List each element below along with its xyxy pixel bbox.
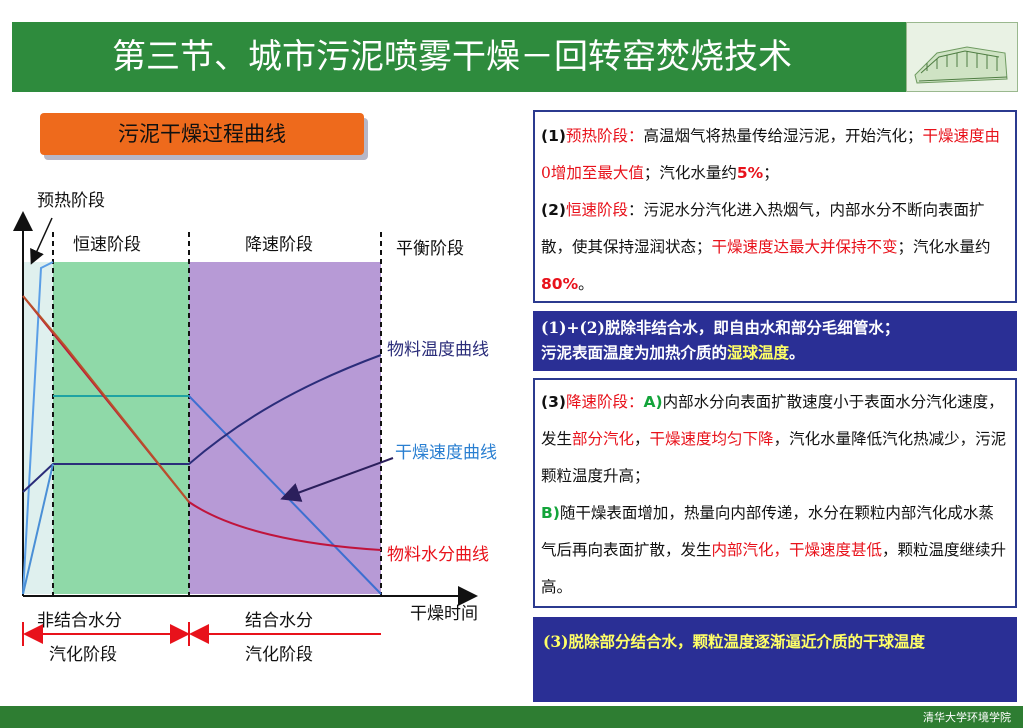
stage-3-a-tag: A): [643, 393, 663, 411]
section-pill: 污泥干燥过程曲线: [40, 113, 364, 155]
preheat-label: 预热阶段: [37, 191, 105, 211]
stage-3-number: (3): [541, 393, 566, 411]
temperature-curve: [22, 354, 382, 493]
stage-2-percent: 80%: [541, 275, 579, 293]
drying-curve-diagram: 预热阶段 恒速阶段 降速阶段 平衡阶段 物料温度曲线 干燥速度曲线 物料水分曲线…: [12, 191, 497, 665]
constant-rate-zone: [53, 262, 189, 594]
temperature-preheat-segment: [22, 463, 54, 595]
stage-1-text-b: ；汽化水量约: [643, 164, 737, 182]
nonbound-stage-label: 汽化阶段: [49, 645, 117, 665]
stage-3-b-tag: B): [541, 504, 560, 522]
moisture-curve-label: 物料水分曲线: [387, 545, 489, 565]
rate-pointer-arrow: [280, 457, 394, 502]
bound-water-label: 结合水分: [245, 611, 313, 631]
preheat-pointer-arrow: [30, 217, 53, 265]
stage-3-b-highlight: 内部汽化，干燥速度甚低: [711, 541, 883, 559]
header: 第三节、城市污泥喷雾干燥－回转窑焚烧技术: [0, 0, 1023, 92]
stage-1-highlight: 干燥速度由0增加至最大值: [541, 127, 1000, 182]
falling-rate-zone: [189, 262, 381, 594]
footer-logo: 清华大学环境学院: [923, 711, 1011, 724]
stage-2-name: 恒速阶段: [565, 201, 628, 219]
stage-1-text: 高温烟气将热量传给湿污泥，开始汽化；: [643, 127, 923, 145]
building-logo-image: [906, 22, 1018, 92]
summary-line-2c: 。: [789, 343, 805, 362]
stage-1-name: 预热阶段：: [565, 127, 644, 145]
time-axis-label: 干燥时间: [410, 604, 478, 624]
stage-3-name: 降速阶段：: [565, 393, 644, 411]
moisture-curve: [22, 295, 382, 551]
moisture-curve-constant-segment: [22, 295, 190, 503]
constant-rate-label: 恒速阶段: [73, 235, 141, 255]
stage-2-number: (2): [541, 201, 566, 219]
stage-2-text-b: ；汽化水量约: [897, 238, 991, 256]
falling-rate-label: 降速阶段: [245, 235, 313, 255]
stage-3-b-text: 随干燥表面增加，热量向内部传递，水分在颗粒内部汽化成水蒸气后再向表面扩散，发生: [541, 504, 994, 559]
building-sketch-icon: [907, 23, 1017, 91]
stage-3-a-text-2: ，汽化水量降低汽化热减少，污泥颗粒温度升高；: [541, 430, 1007, 485]
summary-line-2a: 污泥表面温度为加热介质的: [541, 343, 728, 362]
stage-2-highlight: 干燥速度达最大并保持不变: [711, 238, 898, 256]
stage-3-a-highlight-2: 干燥速度均匀下降: [649, 430, 774, 448]
stage-3-a-text: 内部水分向表面扩散速度小于表面水分汽化速度，发生: [541, 393, 1004, 448]
stage-1-percent: 5%: [736, 164, 764, 182]
stage-3-b-text-2: ，颗粒温度继续升高。: [541, 541, 1007, 596]
stage-3-description: (3)降速阶段：A)内部水分向表面扩散速度小于表面水分汽化速度，发生部分汽化，干…: [533, 378, 1017, 608]
stage-1-2-summary: (1)+(2)脱除非结合水，即自由水和部分毛细管水； 污泥表面温度为加热介质的湿…: [533, 311, 1017, 371]
stage-2-end: 。: [578, 275, 594, 293]
stage-1-end: ；: [763, 164, 779, 182]
stage-3-summary: (3)脱除部分结合水，颗粒温度逐渐逼近介质的干球温度: [533, 617, 1017, 702]
slide-title: 第三节、城市污泥喷雾干燥－回转窑焚烧技术: [112, 37, 792, 77]
summary-line-1: (1)+(2)脱除非结合水，即自由水和部分毛细管水；: [541, 318, 900, 337]
footer-bar: [0, 706, 1023, 728]
stage-3-a-highlight-1: 部分汽化: [572, 430, 635, 448]
stage-1-2-description: (1)预热阶段：高温烟气将热量传给湿污泥，开始汽化；干燥速度由0增加至最大值；汽…: [533, 110, 1017, 303]
stage-2-text: ：污泥水分汽化进入热烟气，内部水分不断向表面扩散，使其保持湿润状态；: [541, 201, 985, 256]
stage-3-a-sep: ，: [634, 430, 650, 448]
rate-curve-label: 干燥速度曲线: [395, 443, 497, 463]
stage-1-number: (1): [541, 127, 566, 145]
header-bar: [12, 22, 908, 92]
temperature-curve-label: 物料温度曲线: [387, 340, 489, 360]
nonbound-water-label: 非结合水分: [37, 611, 122, 631]
summary-wet-bulb: 湿球温度: [727, 343, 790, 362]
equilibrium-label: 平衡阶段: [396, 239, 464, 259]
bound-stage-label: 汽化阶段: [245, 645, 313, 665]
